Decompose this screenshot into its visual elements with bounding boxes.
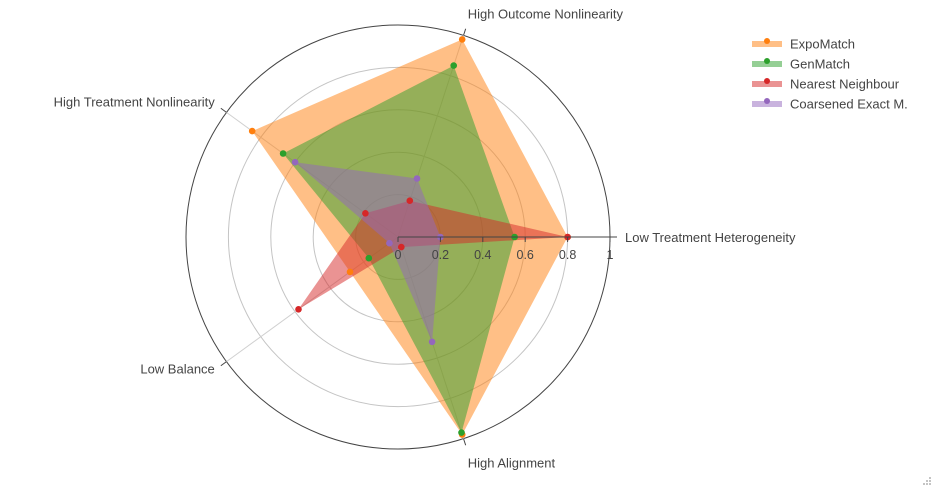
radial-tick-label: 0.2 bbox=[432, 248, 449, 262]
axis-label-3: Low Balance bbox=[140, 362, 214, 377]
data-point-2-2[interactable] bbox=[362, 210, 369, 217]
radial-tick-label: 1 bbox=[607, 248, 614, 262]
data-point-3-4[interactable] bbox=[428, 338, 436, 346]
angular-tick-1 bbox=[463, 28, 467, 36]
legend-item-3[interactable]: Coarsened Exact M. bbox=[752, 97, 908, 112]
legend-marker bbox=[764, 78, 770, 84]
legend-item-2[interactable]: Nearest Neighbour bbox=[752, 77, 900, 92]
data-point-1-2[interactable] bbox=[279, 150, 287, 157]
data-point-0-3[interactable] bbox=[346, 268, 354, 276]
legend[interactable]: ExpoMatch GenMatch Nearest Neighbour Coarse… bbox=[752, 37, 908, 112]
data-point-0-2[interactable] bbox=[248, 127, 256, 135]
legend-marker bbox=[764, 58, 770, 64]
data-point-0-1[interactable] bbox=[458, 36, 466, 43]
data-point-1-1[interactable] bbox=[450, 62, 458, 69]
data-point-3-2[interactable] bbox=[291, 158, 299, 166]
data-point-1-3[interactable] bbox=[365, 254, 373, 262]
data-point-2-1[interactable] bbox=[406, 197, 414, 204]
axis-label-4: High Alignment bbox=[468, 455, 556, 470]
angular-tick-4 bbox=[463, 438, 467, 446]
angular-tick-2 bbox=[220, 107, 227, 113]
data-point-2-4[interactable] bbox=[398, 243, 405, 251]
axis-layer: 0 0.2 0.4 0.6 0.8 1 Low Treatment Heterogeneit… bbox=[54, 7, 796, 471]
legend-label: ExpoMatch bbox=[790, 37, 855, 52]
data-point-1-4[interactable] bbox=[458, 429, 465, 436]
radial-tick-label: 0 bbox=[395, 248, 402, 262]
legend-marker bbox=[764, 38, 770, 44]
legend-item-0[interactable]: ExpoMatch bbox=[752, 37, 855, 52]
axis-label-1: High Outcome Nonlinearity bbox=[468, 7, 624, 22]
angular-tick-3 bbox=[220, 361, 227, 367]
legend-label: GenMatch bbox=[790, 57, 850, 72]
data-point-3-3[interactable] bbox=[386, 239, 393, 247]
axis-label-2: High Treatment Nonlinearity bbox=[54, 94, 216, 109]
data-point-3-1[interactable] bbox=[413, 175, 421, 182]
legend-marker bbox=[764, 98, 770, 104]
series-area-2[interactable] bbox=[298, 200, 568, 310]
radial-tick-label: 0.8 bbox=[559, 248, 576, 262]
legend-label: Nearest Neighbour bbox=[790, 77, 900, 92]
legend-label: Coarsened Exact M. bbox=[790, 97, 908, 112]
resize-handle-icon[interactable] bbox=[922, 476, 932, 486]
data-point-2-3[interactable] bbox=[295, 306, 302, 313]
radial-tick-label: 0.6 bbox=[517, 248, 534, 262]
legend-item-1[interactable]: GenMatch bbox=[752, 57, 850, 72]
radial-tick-label: 0.4 bbox=[474, 248, 491, 262]
axis-label-0: Low Treatment Heterogeneity bbox=[625, 230, 796, 245]
series-area-3[interactable] bbox=[295, 162, 441, 342]
